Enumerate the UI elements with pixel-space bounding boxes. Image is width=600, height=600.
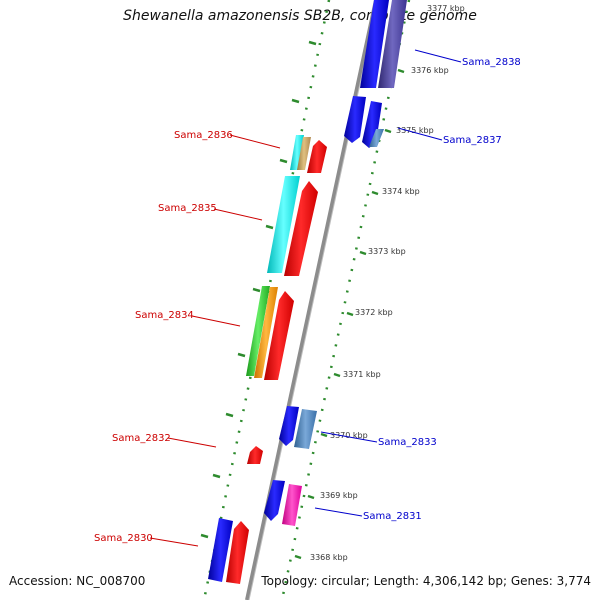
gene-sama-2830-red[interactable] [226,521,249,584]
gene-sama-2832-red[interactable] [247,446,263,464]
gene-sama-2830-blue[interactable] [208,518,233,582]
inner-rail-ticks [200,40,317,539]
gene-sama-2837-steel[interactable] [369,129,384,147]
leader-line [191,315,241,327]
scale-tick-label: 3370 kbp [330,431,368,440]
gene-label[interactable]: Sama_2835 [158,203,217,214]
gene-sama-2835-cyan[interactable] [267,176,300,273]
gene-label[interactable]: Sama_2832 [112,433,171,444]
map-title: Shewanella amazonensis SB2B, complete ge… [123,8,477,24]
gene-label[interactable]: Sama_2830 [94,533,153,544]
leader-line [397,127,443,141]
scale-tick-label: 3371 kbp [343,370,381,379]
gene-label[interactable]: Sama_2833 [378,437,437,448]
gene-sama-2838-blue[interactable] [360,0,389,88]
gene-sama-2836-red[interactable] [307,140,327,173]
gene-sama-2834-orange[interactable] [254,287,278,378]
outer-tick-rail [280,0,411,600]
gene-sama-2836-cyan[interactable] [290,135,304,170]
gene-sama-2833-blue[interactable] [279,406,299,446]
scale-tick-label: 3372 kbp [355,308,393,317]
leader-line [167,437,217,448]
gene-sama-2838-slate[interactable] [378,0,407,88]
gene-sama-2834-red[interactable] [264,291,294,380]
gene-sama-2836-tan[interactable] [297,137,311,170]
accession-text: Accession: NC_008700 [9,574,146,588]
leader-line [314,507,363,517]
scale-tick-label: 3368 kbp [310,553,348,562]
scale-tick-label: 3377 kbp [427,4,465,13]
gene-sama-2835-red[interactable] [284,181,318,276]
scale-tick-label: 3376 kbp [411,66,449,75]
scale-tick-label: 3373 kbp [368,247,406,256]
gene-sama-2831-blue[interactable] [264,480,285,521]
gene-sama-2833-steel[interactable] [294,409,317,449]
leader-line [149,537,199,547]
gene-label[interactable]: Sama_2837 [443,135,502,146]
leader-line [414,49,462,63]
gene-label[interactable]: Sama_2836 [174,130,233,141]
gene-sama-2831-magenta[interactable] [282,484,302,526]
scale-tick-label: 3369 kbp [320,491,358,500]
scale-tick-label: 3374 kbp [382,187,420,196]
topology-text: Topology: circular; Length: 4,306,142 bp… [261,574,591,588]
leader-line [320,431,378,443]
leader-line [229,134,281,149]
outer-rail-ticks [294,68,405,560]
scale-tick-label: 3375 kbp [396,126,434,135]
gene-sama-2837-blue[interactable] [344,96,366,143]
gene-label[interactable]: Sama_2831 [363,511,422,522]
leader-line [213,208,263,221]
gene-sama-2834-green[interactable] [246,286,270,376]
gene-label[interactable]: Sama_2834 [135,310,194,321]
gene-label[interactable]: Sama_2838 [462,57,521,68]
